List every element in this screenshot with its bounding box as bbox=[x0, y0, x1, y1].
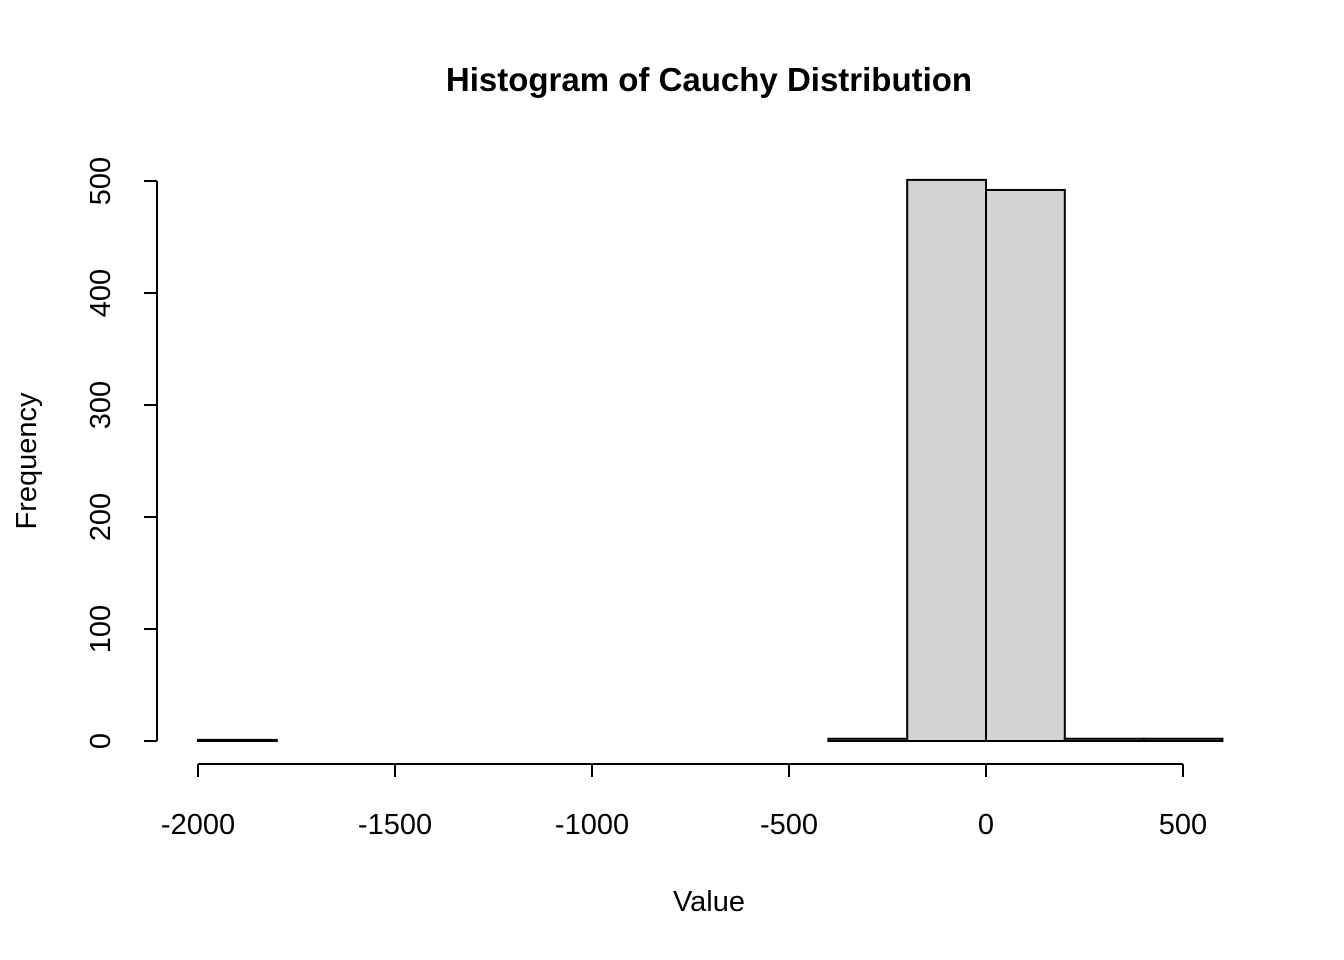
x-tick-label: 0 bbox=[978, 809, 994, 841]
histogram-bar bbox=[827, 737, 909, 743]
histogram-bar bbox=[1142, 737, 1224, 743]
histogram-bar bbox=[906, 178, 988, 742]
y-tick-label: 0 bbox=[85, 733, 117, 749]
histogram-bar bbox=[985, 188, 1066, 742]
x-axis-label: Value bbox=[673, 886, 745, 918]
x-tick-label: -1000 bbox=[555, 809, 629, 841]
x-tick-label: -500 bbox=[760, 809, 818, 841]
histogram-bar bbox=[1063, 737, 1145, 743]
x-tick-label: -2000 bbox=[161, 809, 235, 841]
y-tick-label: 500 bbox=[85, 157, 117, 205]
y-axis-label: Frequency bbox=[11, 392, 43, 530]
y-axis: 0 100 200 300 400 500 bbox=[85, 157, 158, 749]
x-axis: -2000 -1500 -1000 -500 0 500 bbox=[161, 763, 1207, 841]
x-tick-label: -1500 bbox=[358, 809, 432, 841]
chart-title: Histogram of Cauchy Distribution bbox=[446, 61, 972, 98]
y-tick-label: 100 bbox=[85, 605, 117, 653]
y-tick-label: 300 bbox=[85, 381, 117, 429]
y-tick-label: 400 bbox=[85, 269, 117, 317]
bars-group bbox=[197, 178, 1224, 743]
histogram-bar bbox=[197, 738, 278, 743]
x-tick-label: 500 bbox=[1159, 809, 1207, 841]
y-tick-label: 200 bbox=[85, 493, 117, 541]
